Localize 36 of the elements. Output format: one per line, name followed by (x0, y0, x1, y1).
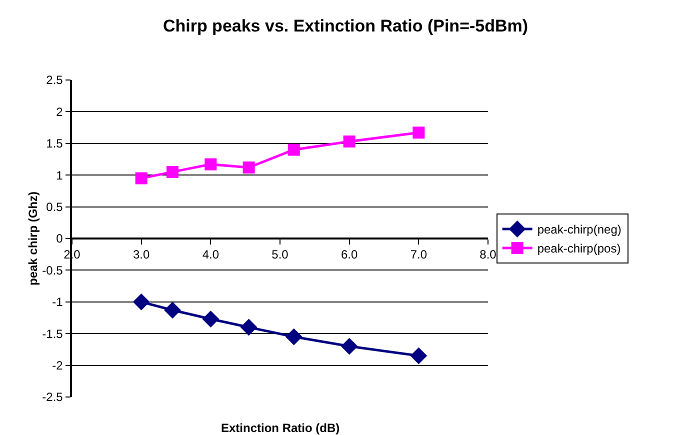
point (412, 126, 425, 139)
y-tick-label: -1 (52, 295, 64, 310)
point (202, 310, 220, 328)
point (166, 166, 179, 178)
legend-label: peak-chirp(neg) (537, 222, 622, 237)
legend-label: peak-chirp(pos) (537, 242, 621, 256)
y-tick-label: 1 (56, 168, 64, 182)
y-tick-label: -0.5 (42, 263, 64, 278)
y-tick-label: -1.5 (42, 326, 64, 341)
point (340, 338, 358, 355)
x-axis-title: Extinction Ratio (dB) (221, 421, 340, 435)
x-tick-label: 8.0 (480, 248, 497, 262)
y-axis-title: peak chirp (Ghz) (26, 191, 40, 286)
x-tick-label: 7.0 (410, 248, 428, 262)
point (343, 136, 356, 148)
point (285, 328, 302, 346)
x-tick-label: 6.0 (340, 248, 358, 262)
point (164, 302, 181, 319)
point (240, 318, 258, 336)
y-tick-label: 0.5 (46, 200, 64, 214)
y-tick-label: 2.5 (46, 73, 64, 88)
point (135, 172, 148, 184)
y-tick-label: 0 (56, 232, 64, 246)
point (410, 347, 428, 364)
point (132, 293, 150, 310)
x-tick-label: 3.0 (132, 248, 150, 262)
x-tick-label: 4.0 (202, 248, 220, 262)
y-tick-label: -2.5 (42, 390, 64, 404)
point (288, 144, 300, 156)
chart-title: Chirp peaks vs. Extinction Ratio (Pin=-5dBm) (162, 16, 528, 36)
point (204, 158, 217, 170)
y-tick-label: 2 (56, 104, 64, 119)
point (242, 161, 255, 174)
y-tick-label: 1.5 (46, 136, 64, 151)
x-tick-label: 5.0 (272, 248, 289, 262)
y-tick-label: -2 (52, 358, 64, 372)
